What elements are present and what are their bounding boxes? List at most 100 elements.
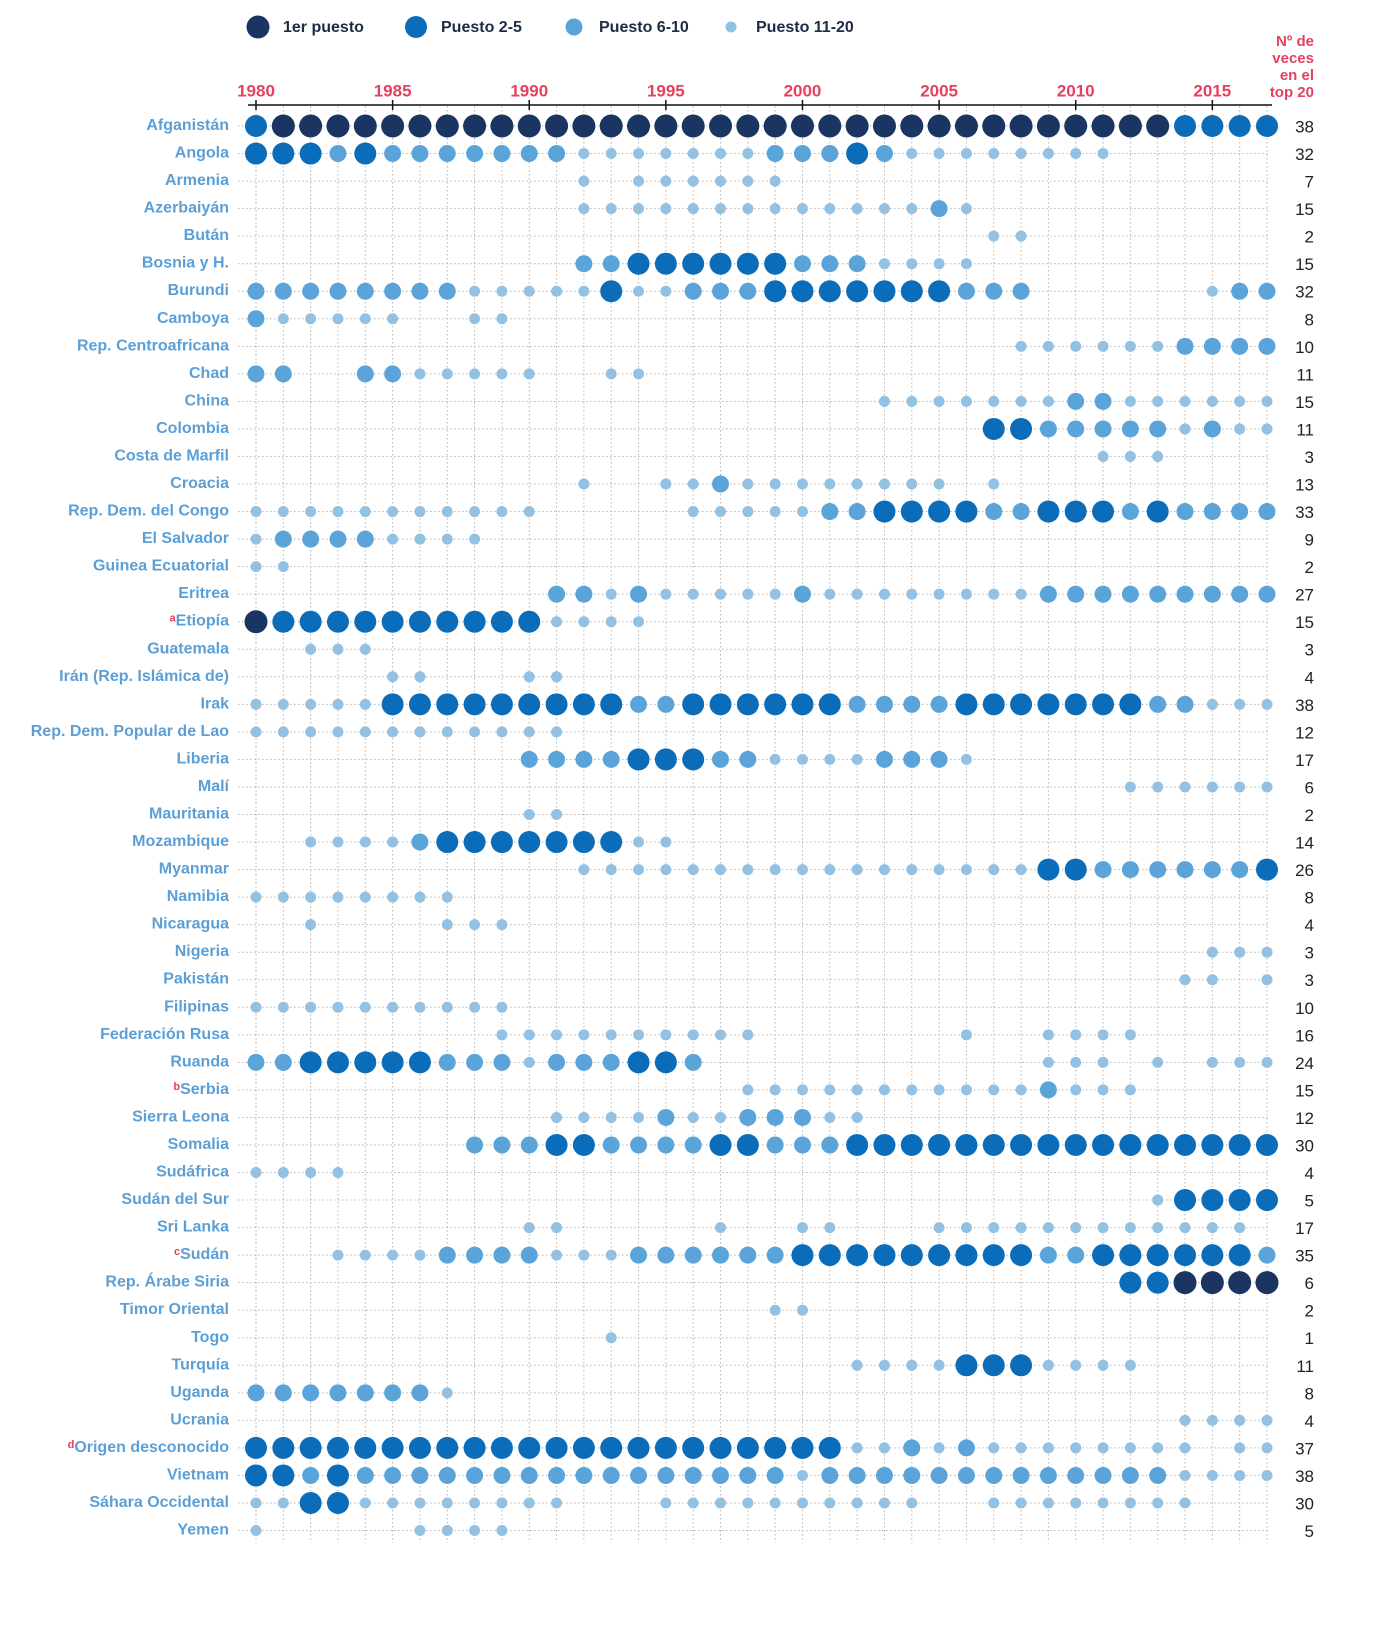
- dot: [551, 1249, 563, 1261]
- dot: [1179, 1442, 1191, 1454]
- dot: [1097, 1442, 1109, 1454]
- dot: [627, 114, 651, 138]
- dot: [1176, 337, 1194, 355]
- dot: [605, 588, 617, 600]
- dot: [274, 282, 292, 300]
- dot: [414, 1497, 426, 1509]
- row-name: Rep. Centroafricana: [77, 338, 229, 355]
- dot: [848, 695, 866, 713]
- dot: [551, 1029, 563, 1041]
- row-label: Burundi: [168, 282, 229, 299]
- dot: [1094, 1466, 1112, 1484]
- dot: [548, 145, 566, 163]
- dot: [1042, 1442, 1054, 1454]
- dot: [1015, 230, 1027, 242]
- dot: [578, 1029, 590, 1041]
- dot: [1070, 1084, 1082, 1096]
- dot: [1094, 861, 1112, 879]
- row-label: Rep. Dem. del Congo: [68, 503, 229, 520]
- count-value: 1: [1305, 1329, 1314, 1348]
- dot: [1042, 340, 1054, 352]
- dot: [1094, 585, 1112, 603]
- legend-marker: [405, 16, 427, 38]
- dot: [305, 643, 317, 655]
- dot: [520, 1466, 538, 1484]
- dot: [1009, 114, 1033, 138]
- dot: [384, 365, 402, 383]
- dot: [878, 864, 890, 876]
- dot: [520, 145, 538, 163]
- dot: [1234, 423, 1246, 435]
- dot: [1119, 1133, 1142, 1156]
- dot: [605, 368, 617, 380]
- row-name: Sudán: [180, 1246, 229, 1263]
- dot: [1149, 1466, 1167, 1484]
- dot: [414, 533, 426, 545]
- dot: [1067, 1466, 1085, 1484]
- dot: [1179, 1414, 1191, 1426]
- dot: [332, 1167, 344, 1179]
- dot: [602, 750, 620, 768]
- dot: [381, 1436, 404, 1459]
- dot: [1234, 698, 1246, 710]
- dot: [299, 1436, 322, 1459]
- dot: [605, 1332, 617, 1344]
- dot: [359, 1249, 371, 1261]
- dot: [715, 588, 727, 600]
- dot: [356, 282, 374, 300]
- dot: [960, 203, 972, 215]
- dot: [1064, 500, 1087, 523]
- dot: [982, 1354, 1005, 1377]
- count-value: 15: [1295, 393, 1314, 412]
- dot: [873, 1133, 896, 1156]
- row-name: Ucrania: [170, 1412, 229, 1429]
- dot: [903, 1439, 921, 1457]
- dot: [523, 285, 535, 297]
- dot: [1097, 340, 1109, 352]
- dot: [633, 285, 645, 297]
- dot: [1097, 1084, 1109, 1096]
- dot: [1201, 1133, 1224, 1156]
- dot: [578, 1249, 590, 1261]
- count-value: 12: [1295, 723, 1314, 742]
- dot: [633, 864, 645, 876]
- dot: [764, 252, 787, 275]
- dot: [1124, 1084, 1136, 1096]
- dot: [274, 1384, 292, 1402]
- dot: [682, 693, 705, 716]
- dot: [1121, 503, 1139, 521]
- dot: [1234, 946, 1246, 958]
- dot: [602, 1136, 620, 1154]
- dot: [1152, 450, 1164, 462]
- row-label: Guatemala: [147, 640, 229, 657]
- dot: [277, 726, 289, 738]
- row-name: Angola: [175, 145, 229, 162]
- dot: [1064, 1133, 1087, 1156]
- dot: [302, 1466, 320, 1484]
- dot: [1097, 1497, 1109, 1509]
- dot: [602, 1466, 620, 1484]
- dot: [277, 1497, 289, 1509]
- dot: [1092, 1244, 1115, 1267]
- row-name: El Salvador: [142, 530, 229, 547]
- dot: [1146, 114, 1170, 138]
- dot: [353, 114, 377, 138]
- row-name: Mauritania: [149, 806, 229, 823]
- count-value: 17: [1295, 751, 1314, 770]
- dot: [245, 142, 267, 165]
- dot: [1042, 1056, 1054, 1068]
- count-value: 3: [1305, 971, 1314, 990]
- count-value: 16: [1295, 1026, 1314, 1045]
- row-name: Sierra Leona: [132, 1109, 229, 1126]
- dot: [326, 1464, 349, 1487]
- dot: [384, 282, 402, 300]
- dot: [684, 1053, 702, 1071]
- dot: [1010, 1133, 1033, 1156]
- dot: [332, 698, 344, 710]
- dot: [715, 1222, 727, 1234]
- dot: [326, 1492, 349, 1514]
- dot: [687, 478, 699, 490]
- dot: [933, 1442, 945, 1454]
- row-label: El Salvador: [142, 530, 229, 547]
- dot: [578, 285, 590, 297]
